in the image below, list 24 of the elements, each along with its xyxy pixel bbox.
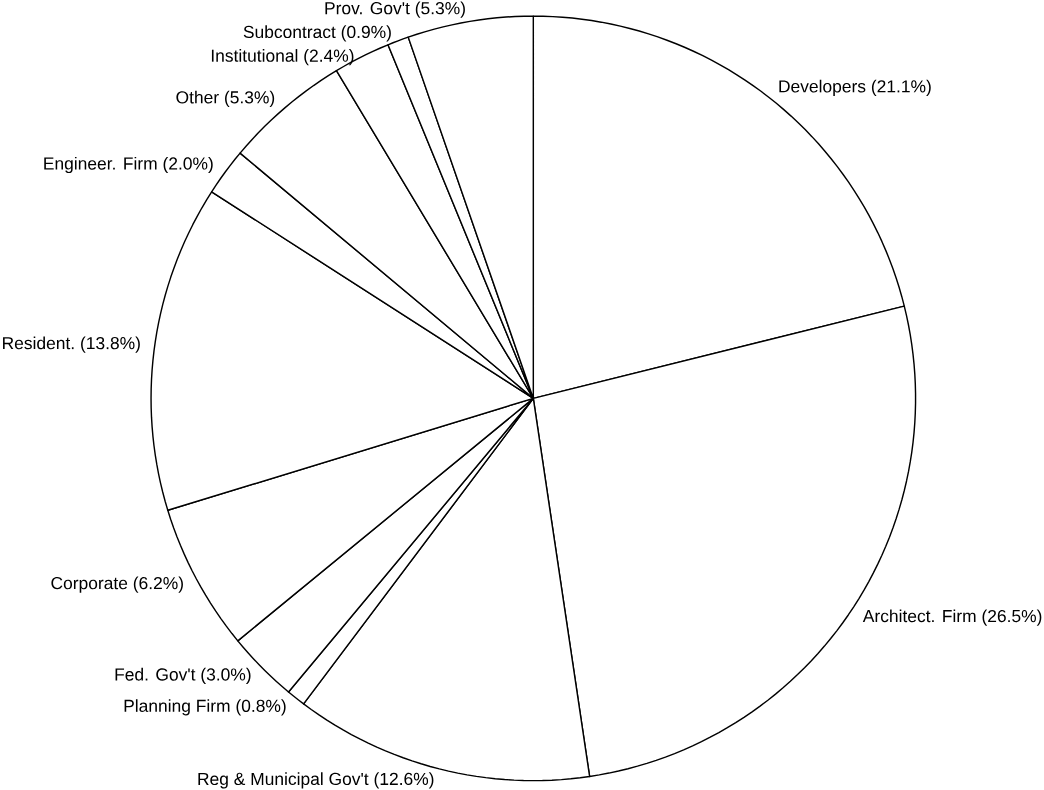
- data-label: (0.8%): [236, 699, 286, 716]
- data-label: (2.0%): [163, 156, 213, 174]
- data-label: (5.3%): [415, 1, 465, 18]
- data-label: (13.8%): [81, 336, 140, 353]
- slice-label: Planning Firm: [124, 699, 230, 716]
- slice-label: Institutional: [211, 49, 298, 62]
- slice-label: Reg & Municipal Gov't: [198, 772, 369, 789]
- data-label: (12.6%): [374, 772, 434, 789]
- data-label: (26.5%): [982, 609, 1042, 626]
- slice-label: Developers: [779, 79, 866, 96]
- slice-label: Architect. Firm: [862, 609, 976, 623]
- data-label: (5.3%): [225, 90, 275, 107]
- slice-label: Subcontract: [243, 25, 336, 39]
- data-label: (21.1%): [871, 79, 931, 96]
- slice-label: Fed. Gov't: [115, 667, 196, 681]
- data-label: (3.0%): [201, 667, 251, 685]
- slice-label: Engineer. Firm: [44, 156, 157, 174]
- slice-label: Corporate: [51, 576, 128, 593]
- slice-label: Other: [176, 90, 219, 104]
- slice-label: Prov. Gov't: [325, 2, 410, 15]
- data-label: (6.2%): [133, 576, 183, 593]
- data-label: (0.9%): [341, 25, 391, 42]
- slice-label: Resident.: [3, 336, 74, 350]
- data-label: (2.4%): [304, 49, 354, 66]
